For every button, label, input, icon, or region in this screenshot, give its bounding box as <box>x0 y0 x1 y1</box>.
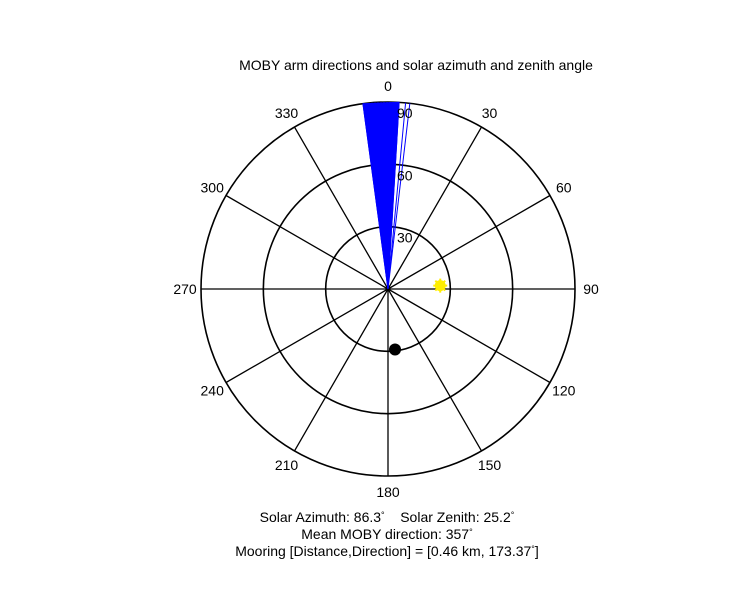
caption-block: Solar Azimuth: 86.3° Solar Zenith: 25.2°… <box>235 509 539 559</box>
angular-grid-spoke <box>293 126 389 290</box>
angle-tick-label: 270 <box>173 281 197 297</box>
mooring-marker <box>389 343 402 356</box>
degree-mark: ° <box>469 527 473 537</box>
markers <box>389 278 448 356</box>
angle-tick-label: 210 <box>275 457 299 473</box>
moby-arm-directions <box>362 101 411 290</box>
radial-tick-label: 90 <box>397 105 413 121</box>
angle-tick-label: 300 <box>201 180 225 196</box>
angle-tick-label: 150 <box>478 457 502 473</box>
radial-tick-label: 60 <box>397 167 413 183</box>
angle-tick-label: 120 <box>552 383 576 399</box>
arm-direction-line <box>380 102 389 290</box>
angle-tick-label: 90 <box>583 281 599 297</box>
radial-tick-labels: 30 60 90 <box>397 105 413 246</box>
angle-tick-label: 240 <box>201 383 225 399</box>
angular-grid-spoke <box>225 288 389 384</box>
degree-mark: ° <box>511 510 515 520</box>
arm-direction-line <box>377 102 389 290</box>
angle-tick-label: 330 <box>275 105 299 121</box>
angular-grid-spoke <box>387 126 483 290</box>
angular-grid-spoke <box>387 288 551 384</box>
mooring-label-end: ] <box>535 543 539 559</box>
arm-direction-line <box>371 102 389 290</box>
sun-marker-ray <box>434 279 446 292</box>
arm-direction-line <box>374 102 389 290</box>
solar-zenith-label: Solar Zenith: 25.2 <box>400 509 511 525</box>
angular-grid-spoke <box>293 288 389 452</box>
angular-grid-spoke <box>225 194 389 290</box>
angular-grid-spoke <box>387 288 483 452</box>
arm-direction-line <box>383 102 389 290</box>
arm-direction-line <box>387 102 397 290</box>
angular-grid-spoke <box>387 194 551 290</box>
solar-azimuth-label: Solar Azimuth: 86.3 <box>260 509 382 525</box>
degree-mark: ° <box>531 544 535 554</box>
caption-line-3: Mooring [Distance,Direction] = [0.46 km,… <box>235 543 539 559</box>
arm-direction-line <box>362 103 389 290</box>
arm-direction-line <box>368 102 389 290</box>
radial-tick-label: 30 <box>397 230 413 246</box>
angle-tick-label: 0 <box>384 78 392 94</box>
mean-moby-direction-label: Mean MOBY direction: 357 <box>301 526 469 542</box>
arm-direction-line <box>365 103 389 290</box>
caption-line-2: Mean MOBY direction: 357° <box>301 526 473 542</box>
arm-direction-line <box>387 102 400 290</box>
arm-direction-line <box>386 101 389 290</box>
arm-direction-line <box>387 102 394 290</box>
angle-tick-labels: 0 30 60 90 120 150 180 210 240 270 300 330 <box>173 78 599 500</box>
arm-direction-line <box>387 102 407 290</box>
caption-line-1: Solar Azimuth: 86.3° Solar Zenith: 25.2° <box>260 509 515 525</box>
arm-direction-line <box>387 102 391 290</box>
angle-tick-label: 60 <box>556 180 572 196</box>
degree-mark: ° <box>381 510 385 520</box>
mooring-label: Mooring [Distance,Direction] = [0.46 km,… <box>235 543 531 559</box>
chart-title: MOBY arm directions and solar azimuth an… <box>239 57 593 73</box>
angle-tick-label: 180 <box>376 484 400 500</box>
arm-direction-line <box>387 103 411 290</box>
angle-tick-label: 30 <box>482 105 498 121</box>
